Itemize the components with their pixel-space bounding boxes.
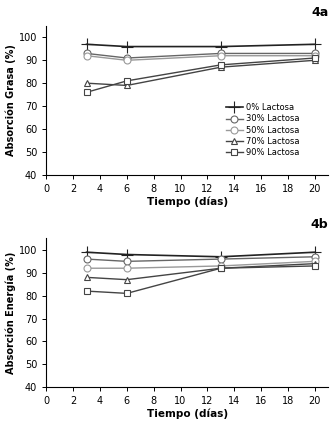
Line: 30% Lactosa: 30% Lactosa xyxy=(83,253,318,265)
90% Lactosa xyxy=(84,90,88,95)
30% Lactosa xyxy=(219,257,223,262)
0% Lactosa xyxy=(84,249,88,255)
Line: 90% Lactosa: 90% Lactosa xyxy=(83,54,318,96)
30% Lactosa xyxy=(125,259,129,264)
70% Lactosa xyxy=(313,58,317,63)
Line: 90% Lactosa: 90% Lactosa xyxy=(83,263,318,297)
70% Lactosa xyxy=(313,261,317,266)
Line: 50% Lactosa: 50% Lactosa xyxy=(83,258,318,272)
0% Lactosa xyxy=(125,252,129,257)
0% Lactosa xyxy=(313,42,317,47)
Line: 70% Lactosa: 70% Lactosa xyxy=(83,260,318,283)
Line: 0% Lactosa: 0% Lactosa xyxy=(81,246,320,262)
30% Lactosa xyxy=(313,254,317,259)
50% Lactosa xyxy=(313,53,317,58)
30% Lactosa xyxy=(84,257,88,262)
Text: 4b: 4b xyxy=(311,218,328,231)
0% Lactosa xyxy=(313,249,317,255)
0% Lactosa xyxy=(219,254,223,259)
X-axis label: Tiempo (días): Tiempo (días) xyxy=(147,409,228,419)
50% Lactosa xyxy=(219,53,223,58)
Line: 0% Lactosa: 0% Lactosa xyxy=(81,39,320,52)
90% Lactosa xyxy=(219,266,223,271)
Line: 50% Lactosa: 50% Lactosa xyxy=(83,52,318,64)
50% Lactosa xyxy=(125,58,129,63)
50% Lactosa xyxy=(125,266,129,271)
70% Lactosa xyxy=(219,266,223,271)
50% Lactosa xyxy=(84,53,88,58)
Line: 30% Lactosa: 30% Lactosa xyxy=(83,50,318,62)
30% Lactosa xyxy=(84,51,88,56)
90% Lactosa xyxy=(125,291,129,296)
90% Lactosa xyxy=(313,264,317,269)
Y-axis label: Absorción Grasa (%): Absorción Grasa (%) xyxy=(6,44,16,156)
30% Lactosa xyxy=(125,55,129,60)
70% Lactosa xyxy=(125,83,129,88)
Line: 70% Lactosa: 70% Lactosa xyxy=(83,57,318,89)
70% Lactosa xyxy=(84,81,88,86)
50% Lactosa xyxy=(219,264,223,269)
90% Lactosa xyxy=(219,62,223,68)
0% Lactosa xyxy=(125,44,129,49)
70% Lactosa xyxy=(219,65,223,70)
90% Lactosa xyxy=(125,78,129,83)
50% Lactosa xyxy=(84,266,88,271)
70% Lactosa xyxy=(125,277,129,282)
30% Lactosa xyxy=(313,51,317,56)
Legend: 0% Lactosa, 30% Lactosa, 50% Lactosa, 70% Lactosa, 90% Lactosa: 0% Lactosa, 30% Lactosa, 50% Lactosa, 70… xyxy=(225,102,300,158)
0% Lactosa xyxy=(84,42,88,47)
X-axis label: Tiempo (días): Tiempo (días) xyxy=(147,196,228,207)
90% Lactosa xyxy=(313,55,317,60)
90% Lactosa xyxy=(84,289,88,294)
70% Lactosa xyxy=(84,275,88,280)
Text: 4a: 4a xyxy=(311,6,328,19)
50% Lactosa xyxy=(313,259,317,264)
Y-axis label: Absorción Energía (%): Absorción Energía (%) xyxy=(6,252,16,374)
30% Lactosa xyxy=(219,51,223,56)
0% Lactosa xyxy=(219,44,223,49)
